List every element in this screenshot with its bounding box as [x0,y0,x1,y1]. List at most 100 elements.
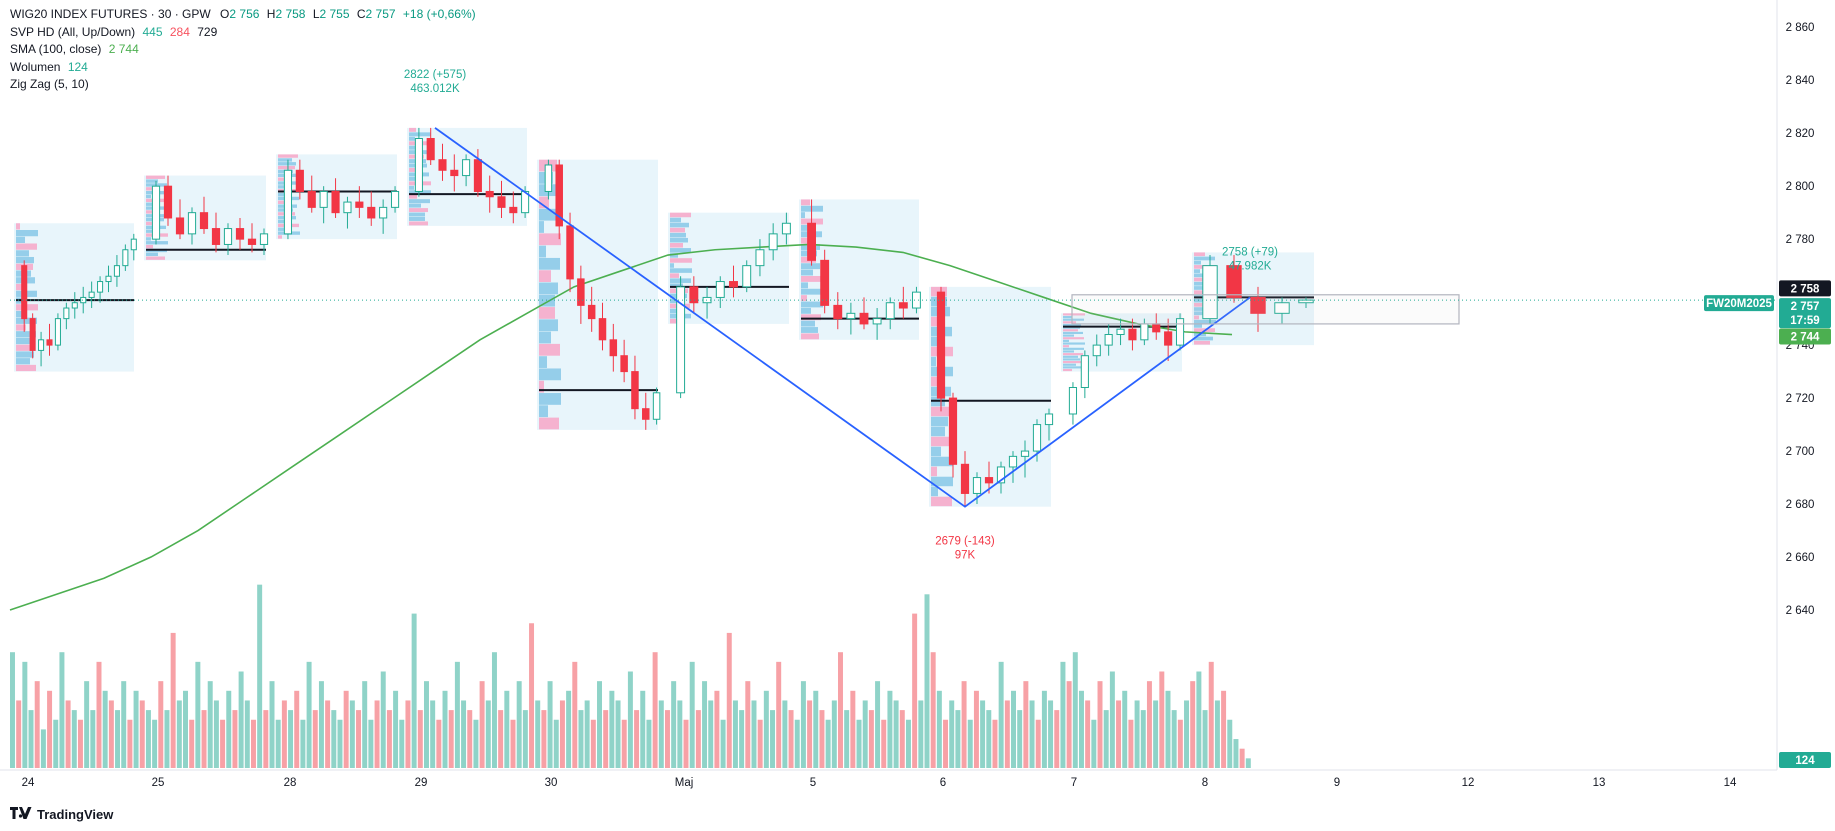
volume-bar [485,700,491,768]
profile-bin [1063,339,1069,342]
candle-body [936,291,946,399]
volume-bar [430,700,436,768]
tradingview-logo-icon [10,807,32,822]
price-tags: 2 758 2 757 17:59 FW20M2025 2 744 124 [1704,280,1831,768]
profile-bin [16,331,36,338]
price-tick-label: 2 820 [1786,128,1815,140]
legend-zigzag-row[interactable]: Zig Zag (5, 10) [10,76,476,94]
volume-bar [183,690,188,768]
candle-body [652,392,661,420]
high-value: 2 758 [275,7,306,21]
volume-bar [1146,681,1152,768]
profile-bin [1194,340,1210,345]
volume-bar [955,710,961,768]
profile-bin [1194,324,1202,328]
zigzag-volume: 47.982K [1229,260,1272,272]
volume-bar [856,719,862,768]
profile-bin [1063,334,1074,337]
candle-body [1226,265,1242,298]
volume-bar [145,710,151,768]
time-axis[interactable]: 24 25 28 29 30 Maj 5 6 7 8 9 12 13 14 [22,777,1737,789]
legend: WIG20 INDEX FUTURES · 30 · GPW O2 756 H2… [10,6,476,94]
candle-body [379,206,388,219]
candle-body [781,222,791,235]
volume-bar [559,700,565,768]
profile-bin [670,258,692,263]
volume-profiles [14,127,1314,507]
candle-body [509,206,518,214]
profile-bin [539,343,560,356]
sma-line [9,243,1233,611]
volume-bar [22,661,28,768]
tradingview-brand[interactable]: TradingView [10,807,113,822]
profile-bin [931,286,947,297]
legend-svp-row[interactable]: SVP HD (All, Up/Down) 445 284 729 [10,24,476,42]
volume-bar [652,652,658,768]
time-tick-label: 29 [415,777,428,789]
svp-total-value: 729 [197,24,218,39]
volume-bar [306,661,312,768]
volume-bar [1066,681,1072,768]
volume-tag-label: 124 [1795,755,1815,767]
zigzag-label: 2679 (-143) [935,536,995,548]
candle-body [1164,331,1173,346]
volume-bar [343,690,349,768]
volume-bar [1239,748,1245,768]
legend-sma-row[interactable]: SMA (100, close) 2 744 [10,41,476,59]
volume-bar [584,700,590,768]
volume-bar [356,710,362,768]
candle-body [755,249,765,267]
profile-bin [670,212,691,218]
profile-bin [1194,286,1208,290]
volume-bar [739,710,745,768]
price-tick-label: 2 640 [1786,605,1815,617]
legend-volume-row[interactable]: Wolumen 124 [10,59,476,77]
candle-body [497,196,506,208]
volume-bar [813,690,819,768]
candle-body [715,281,725,298]
volume-bar [831,700,837,768]
time-tick-label: Maj [675,777,694,789]
time-tick-label: 25 [152,777,165,789]
candle-body [577,278,585,306]
profile-bin [1063,326,1080,329]
volume-bar [77,719,83,768]
profile-bin [1194,298,1208,303]
volume-bar [1153,700,1159,768]
profile-bin [16,337,31,345]
close-value: 2 757 [365,7,396,21]
volume-bar [973,690,979,768]
candle-body [1202,265,1218,320]
profile-bin [931,436,951,447]
profile-box [929,286,1051,507]
volume-bar [1091,719,1097,768]
candle-body [587,304,596,320]
volume-bar [380,671,386,768]
candle-body [295,169,304,192]
volume-bar [164,710,170,768]
profile-bin [146,229,156,233]
candle-body [462,159,471,177]
candle-body [885,302,895,320]
volume-bar [34,681,40,768]
candle-body [1008,455,1018,468]
volume-bar [986,710,992,768]
profile-bin [16,310,22,318]
profile-bin [801,263,820,270]
profile-bin [16,344,33,351]
profile-bin [670,268,692,273]
profile-bin [409,217,425,221]
volume-bar [788,710,794,768]
profile-bin [539,393,561,405]
volume-bar [844,710,850,768]
volume-bar [473,719,479,768]
price-tag-sma-label: 2 744 [1791,332,1820,344]
profile-bin [539,319,558,332]
volume-bar [590,719,596,768]
profile-bin [670,248,691,253]
volume-bar [312,710,318,768]
volume-bar [1011,690,1016,768]
legend-symbol-row[interactable]: WIG20 INDEX FUTURES · 30 · GPW O2 756 H2… [10,6,476,24]
profile-bin [670,232,686,238]
